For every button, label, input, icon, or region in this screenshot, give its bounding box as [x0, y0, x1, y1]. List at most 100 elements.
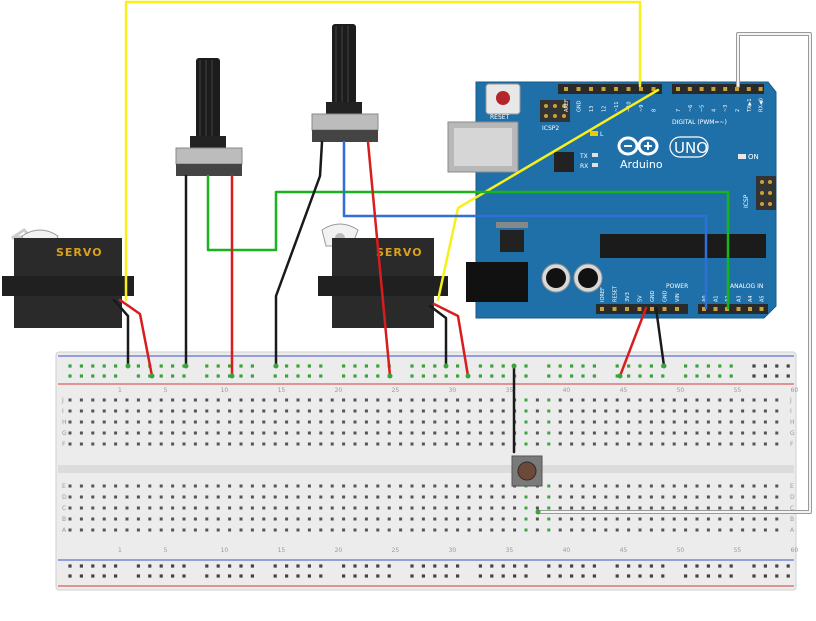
- breadboard-column-numbers: 1155101015152020252530303535404045455050…: [118, 387, 798, 554]
- column-number: 45: [620, 387, 628, 394]
- wire-green-pot-left: [206, 174, 730, 310]
- column-number: 10: [221, 547, 229, 554]
- pin-label: 2: [735, 109, 741, 112]
- wire-red-pot-right: [366, 140, 392, 378]
- push-button[interactable]: [511, 455, 543, 487]
- column-number: 40: [563, 547, 571, 554]
- power-label: POWER: [666, 283, 688, 290]
- column-number: 1: [118, 387, 122, 394]
- column-number: 10: [221, 387, 229, 394]
- arduino-brand: Arduino: [620, 158, 663, 171]
- pin-label: A3: [737, 295, 743, 302]
- row-letter: A: [62, 527, 67, 534]
- column-number: 5: [164, 387, 168, 394]
- row-letter: B: [62, 516, 66, 523]
- reset-label: RESET: [490, 114, 510, 121]
- servo-left-label: SERVO: [56, 246, 103, 259]
- pin-label: 7: [676, 109, 682, 112]
- uno-label: UNO: [674, 139, 708, 157]
- pin-label: A4: [748, 295, 754, 302]
- l-led-label: L: [600, 131, 604, 138]
- icsp-label: ICSP: [743, 194, 750, 208]
- pin-label: ~9: [639, 105, 645, 112]
- row-letter: G: [790, 430, 795, 437]
- wire-black-servo-right: [428, 304, 448, 368]
- row-letter: H: [62, 419, 67, 426]
- pin-label: 12: [602, 106, 608, 112]
- row-letter: H: [790, 419, 795, 426]
- wires: [112, 0, 812, 514]
- column-number: 20: [335, 387, 343, 394]
- analog-label: ANALOG IN: [730, 283, 763, 290]
- pin-label: TX▶1: [747, 98, 753, 113]
- pin-label: AREF: [564, 99, 570, 112]
- row-letter: D: [62, 494, 67, 501]
- servo-right-label: SERVO: [376, 246, 423, 259]
- row-letter: B: [790, 516, 794, 523]
- arduino-logo: [617, 136, 659, 156]
- pin-label: ~3: [723, 105, 729, 112]
- row-letter: C: [790, 505, 794, 512]
- column-number: 35: [506, 547, 514, 554]
- arduino-uno-board: RESET ICSP2 AREF GND 13 12 ~11 ~10 ~9 8 7 ~6 ~5 4 ~3…: [447, 81, 777, 319]
- pin-label: GND: [663, 290, 669, 302]
- pin-label: 3V3: [625, 292, 631, 302]
- pin-label: A5: [760, 295, 766, 302]
- pin-label: RX◀0: [759, 98, 765, 112]
- pin-label: IOREF: [600, 287, 606, 302]
- column-number: 55: [734, 387, 742, 394]
- wire-blue-pot-right: [342, 140, 708, 310]
- column-number: 25: [392, 387, 400, 394]
- row-letter: I: [790, 408, 792, 415]
- pin-label: A1: [714, 295, 720, 302]
- digital-header-right: [672, 84, 764, 94]
- breadboard-row-letters: J JI IH HG GF FE ED DC CB BA A: [61, 397, 795, 534]
- power-header: [596, 304, 688, 314]
- row-letter: I: [62, 408, 64, 415]
- column-number: 35: [506, 387, 514, 394]
- servo-left: SERVO: [2, 228, 134, 328]
- pin-label: GND: [650, 290, 656, 302]
- row-letter: J: [789, 397, 792, 404]
- potentiometer-right[interactable]: [311, 24, 379, 142]
- pin-label: ~11: [614, 101, 620, 112]
- breadboard-holes: [68, 364, 790, 578]
- icsp2-label: ICSP2: [542, 125, 559, 132]
- pin-label: RESET: [613, 285, 619, 302]
- wire-endpoints: [125, 363, 667, 515]
- column-number: 30: [449, 387, 457, 394]
- wire-yellow-servo-left: [124, 0, 642, 302]
- wire-red-5v: [618, 306, 648, 378]
- column-number: 30: [449, 547, 457, 554]
- pin-label: GND: [577, 100, 583, 112]
- pin-label: ~6: [688, 105, 694, 112]
- atmega-chip: [600, 234, 766, 258]
- column-number: 60: [791, 547, 799, 554]
- column-number: 40: [563, 387, 571, 394]
- row-letter: F: [62, 441, 66, 448]
- pin-label: 13: [589, 106, 595, 112]
- column-number: 45: [620, 547, 628, 554]
- pin-label: 8: [652, 109, 658, 112]
- pin-label: 5V: [638, 295, 644, 302]
- digital-header-left: [558, 84, 662, 94]
- pin-label: VIN: [675, 293, 681, 302]
- wire-yellow-servo-right: [436, 88, 660, 302]
- row-letter: A: [790, 527, 795, 534]
- wire-black-servo-left: [112, 298, 130, 368]
- wire-red-servo-right: [432, 302, 470, 378]
- column-number: 50: [677, 547, 685, 554]
- potentiometer-left[interactable]: [175, 58, 243, 176]
- column-number: 20: [335, 547, 343, 554]
- analog-header: [698, 304, 768, 314]
- row-letter: D: [790, 494, 795, 501]
- row-letter: G: [62, 430, 67, 437]
- column-number: 50: [677, 387, 685, 394]
- digital-label: DIGITAL (PWM=~): [672, 119, 727, 126]
- column-number: 25: [392, 547, 400, 554]
- row-letter: F: [790, 441, 794, 448]
- wire-black-pot-right: [274, 140, 324, 368]
- row-letter: E: [62, 483, 66, 490]
- row-letter: J: [61, 397, 64, 404]
